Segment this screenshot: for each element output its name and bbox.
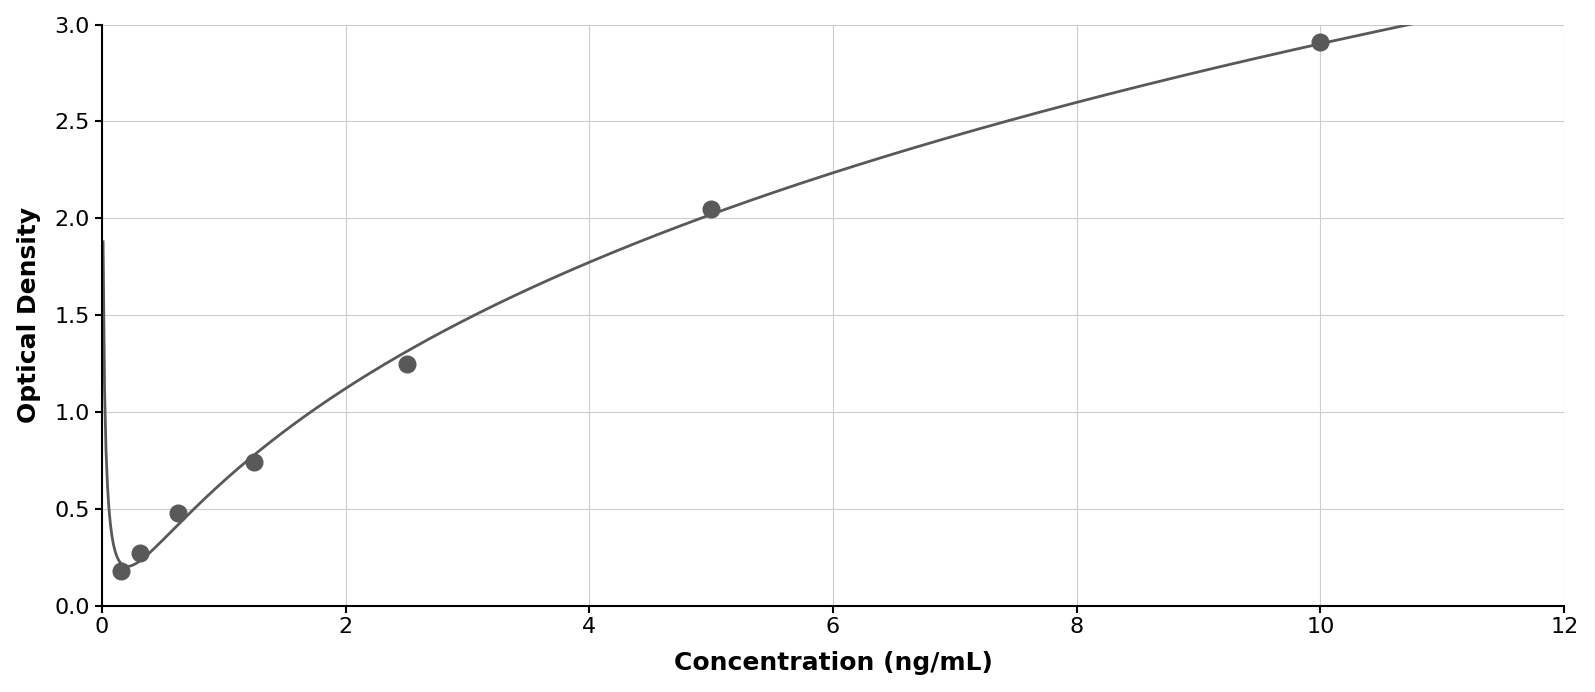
Point	[166, 507, 191, 518]
Point	[108, 565, 134, 576]
Point	[1308, 37, 1333, 48]
Point	[699, 203, 724, 215]
Point	[241, 457, 266, 468]
X-axis label: Concentration (ng/mL): Concentration (ng/mL)	[673, 651, 992, 675]
Y-axis label: Optical Density: Optical Density	[16, 207, 40, 424]
Point	[394, 358, 419, 369]
Point	[128, 548, 153, 559]
